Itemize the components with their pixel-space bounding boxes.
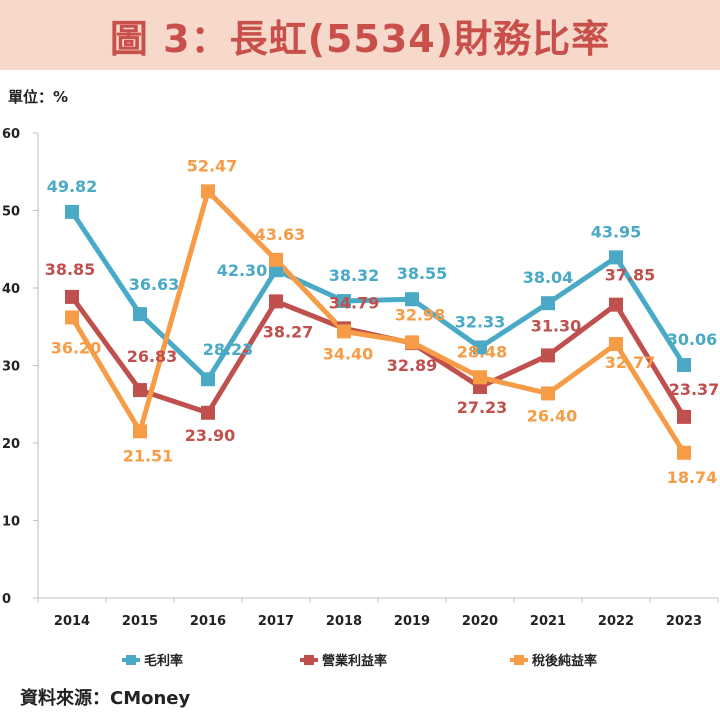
operating-margin-data-label: 32.89 xyxy=(387,356,438,375)
gross-margin-data-label: 28.23 xyxy=(203,340,254,359)
net-margin-data-label: 26.40 xyxy=(527,406,578,425)
source-label: 資料來源：CMoney xyxy=(20,688,191,709)
operating-margin-marker xyxy=(609,297,623,312)
unit-label: 單位：% xyxy=(8,88,69,106)
net-margin-marker xyxy=(337,324,351,339)
net-margin-data-label: 32.98 xyxy=(395,305,446,324)
legend-label: 毛利率 xyxy=(144,653,183,669)
net-margin-marker xyxy=(133,424,147,439)
operating-margin-marker xyxy=(677,409,691,424)
x-tick-label: 2020 xyxy=(462,614,498,629)
net-margin-data-label: 21.51 xyxy=(123,446,174,465)
net-margin-line xyxy=(69,188,687,456)
legend-label: 稅後純益率 xyxy=(532,653,597,669)
net-margin-data-label: 34.40 xyxy=(323,344,374,363)
gross-margin-marker xyxy=(133,307,147,322)
gross-margin-marker xyxy=(677,358,691,373)
net-margin-data-label: 52.47 xyxy=(187,156,238,175)
gross-margin-marker xyxy=(405,292,419,307)
x-tick-label: 2023 xyxy=(666,614,702,629)
operating-margin-marker xyxy=(201,405,215,420)
gross-margin-data-label: 38.32 xyxy=(329,266,380,285)
net-margin-marker xyxy=(269,252,283,267)
x-tick-label: 2017 xyxy=(258,614,294,629)
operating-margin-data-label: 38.85 xyxy=(45,260,96,279)
gross-margin-line xyxy=(69,209,687,382)
y-tick-label: 60 xyxy=(2,127,20,142)
net-margin-data-label: 28.48 xyxy=(457,342,508,361)
operating-margin-marker xyxy=(541,348,555,363)
gross-margin-data-label: 38.55 xyxy=(397,264,448,283)
operating-margin-marker xyxy=(133,383,147,398)
net-margin-data-label: 18.74 xyxy=(667,468,718,487)
y-tick-label: 50 xyxy=(2,205,20,220)
y-tick-label: 20 xyxy=(2,437,20,452)
operating-margin-data-label: 23.37 xyxy=(669,380,720,399)
x-tick-label: 2018 xyxy=(326,614,362,629)
gross-margin-data-label: 38.04 xyxy=(523,268,574,287)
net-margin-marker xyxy=(541,386,555,401)
operating-margin-marker xyxy=(65,289,79,304)
gross-margin-data-label: 42.30 xyxy=(217,261,268,280)
legend-swatch-marker xyxy=(304,655,314,665)
net-margin-marker xyxy=(405,335,419,350)
gross-margin-marker xyxy=(609,250,623,265)
x-tick-label: 2021 xyxy=(530,614,566,629)
legend-label: 營業利益率 xyxy=(322,653,387,669)
operating-margin-data-label: 27.23 xyxy=(457,398,508,417)
gross-margin-data-label: 49.82 xyxy=(47,177,98,196)
gross-margin-data-label: 43.95 xyxy=(591,222,642,241)
gross-margin-marker xyxy=(541,296,555,311)
y-tick-label: 40 xyxy=(2,282,20,297)
gross-margin-data-label: 30.06 xyxy=(667,330,718,349)
gross-margin-marker xyxy=(201,372,215,387)
net-margin-marker xyxy=(677,445,691,460)
net-margin-data-label: 32.77 xyxy=(605,353,656,372)
operating-margin-data-label: 26.83 xyxy=(127,347,178,366)
x-tick-label: 2022 xyxy=(598,614,634,629)
net-margin-marker xyxy=(473,370,487,385)
operating-margin-data-label: 23.90 xyxy=(185,426,236,445)
y-tick-label: 10 xyxy=(2,515,20,530)
net-margin-data-label: 36.20 xyxy=(51,338,102,357)
operating-margin-data-label: 31.30 xyxy=(531,316,582,335)
operating-margin-data-label: 34.79 xyxy=(329,293,380,312)
gross-margin-data-label: 32.33 xyxy=(455,312,506,331)
operating-margin-data-label: 37.85 xyxy=(605,266,656,285)
gross-margin-marker xyxy=(473,340,487,355)
x-tick-label: 2014 xyxy=(54,614,90,629)
x-tick-label: 2015 xyxy=(122,614,158,629)
title-band: 圖 3：長虹(5534)財務比率 xyxy=(0,0,720,70)
x-tick-label: 2016 xyxy=(190,614,226,629)
net-margin-marker xyxy=(65,310,79,325)
operating-margin-data-label: 38.27 xyxy=(263,322,314,341)
gross-margin-marker xyxy=(65,204,79,219)
legend-swatch-marker xyxy=(514,655,524,665)
net-margin-marker xyxy=(201,184,215,199)
chart-title: 圖 3：長虹(5534)財務比率 xyxy=(109,16,611,61)
y-tick-label: 30 xyxy=(2,360,20,375)
y-tick-label: 0 xyxy=(2,592,11,607)
operating-margin-marker xyxy=(269,294,283,309)
gross-margin-marker xyxy=(337,294,351,309)
legend-swatch-marker xyxy=(126,655,136,665)
net-margin-data-label: 43.63 xyxy=(255,225,306,244)
gross-margin-data-label: 36.63 xyxy=(129,275,180,294)
net-margin-marker xyxy=(609,337,623,352)
x-tick-label: 2019 xyxy=(394,614,430,629)
